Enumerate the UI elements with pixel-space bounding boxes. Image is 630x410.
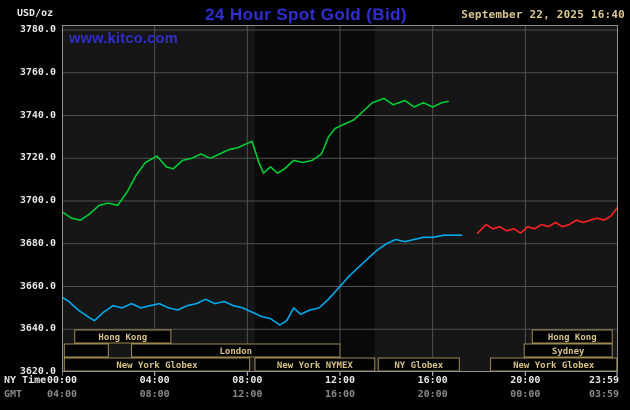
- session-label: Hong Kong: [98, 333, 147, 343]
- price-line-sep19-ny-close: [62, 234, 463, 326]
- y-axis-label: 3640.0: [19, 323, 56, 335]
- plot-area: Hong Kong Hong Kong London Sydney New York G…: [62, 25, 618, 377]
- x-axis-label-ny: 16:00: [417, 375, 448, 386]
- x-axis-label-ny: 23:59: [588, 375, 620, 386]
- y-axis-label: 3740.0: [19, 109, 56, 121]
- x-axis-label-gmt: 04:00: [46, 389, 78, 400]
- unit-label: USD/oz: [17, 8, 54, 19]
- session-box: [523, 343, 613, 358]
- x-axis-label-ny: 08:00: [232, 375, 263, 386]
- nymex-session-band: [254, 25, 375, 372]
- chart-svg: Hong Kong Hong Kong London Sydney New York G…: [62, 25, 618, 376]
- session-label: New York Globex: [513, 361, 595, 371]
- x-axis-label-ny: 12:00: [324, 375, 356, 386]
- price-line-sep21-sunday: [476, 206, 618, 234]
- session-label: New York Globex: [116, 361, 198, 371]
- y-axis-label: 3780.0: [19, 24, 56, 35]
- y-axis-label: 3660.0: [19, 280, 56, 292]
- kitco-watermark: www.kitco.com: [69, 31, 178, 47]
- x-axis-label-gmt: 16:00: [324, 389, 356, 400]
- y-axis-label: 3680.0: [19, 237, 56, 249]
- x-axis-label-ny: 04:00: [139, 375, 170, 386]
- ny-time-axis-caption: NY Time: [4, 375, 47, 386]
- session-label: London: [219, 347, 252, 357]
- session-label: NY Globex: [394, 361, 443, 371]
- session-box: [63, 343, 109, 358]
- x-axis-label-ny: 00:00: [46, 375, 78, 386]
- session-label: Sydney: [552, 347, 585, 357]
- x-axis-label-gmt: 12:00: [232, 389, 263, 400]
- x-axis-label-gmt: 20:00: [417, 389, 448, 400]
- y-axis-label: 3620.0: [19, 366, 56, 377]
- plot-border: [62, 25, 618, 372]
- x-axis-label-gmt: 00:00: [510, 389, 541, 400]
- session-label: Hong Kong: [548, 333, 597, 343]
- y-axis-label: 3760.0: [19, 66, 56, 78]
- session-box: [131, 343, 341, 358]
- x-axis-label-gmt: 03:59: [588, 389, 620, 400]
- y-axis-label: 3700.0: [19, 195, 56, 206]
- chart-title: 24 Hour Spot Gold (Bid): [205, 5, 407, 24]
- x-axis-label-ny: 20:00: [510, 375, 541, 386]
- session-box: [531, 329, 613, 344]
- x-axis-label-gmt: 08:00: [139, 389, 170, 400]
- session-label: New York NYMEX: [277, 361, 353, 371]
- price-line-sep22-last: [62, 97, 450, 221]
- y-axis-label: 3720.0: [19, 152, 56, 164]
- datetime-label: September 22, 2025 16:40: [461, 8, 625, 21]
- session-box: [74, 329, 172, 344]
- gmt-axis-caption: GMT: [4, 389, 23, 400]
